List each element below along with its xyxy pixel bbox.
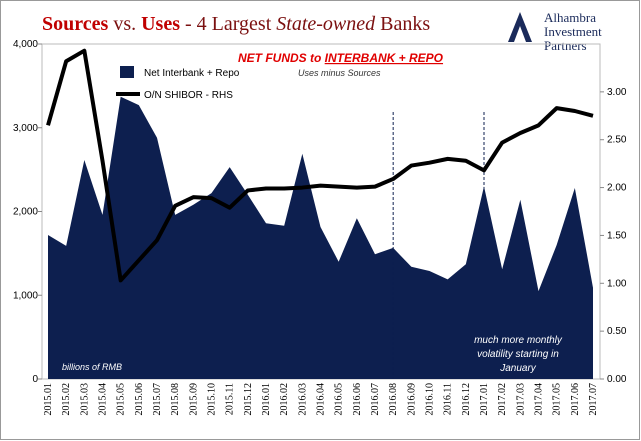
x-tick-label: 2016.09	[406, 383, 417, 416]
y2-tick-label: 0.00	[607, 374, 627, 385]
legend-label: O/N SHIBOR - RHS	[144, 90, 233, 101]
x-tick-label: 2015.05	[116, 383, 127, 416]
x-tick-label: 2017.04	[534, 383, 545, 416]
x-tick-label: 2016.02	[279, 383, 290, 416]
title-part: Uses	[141, 13, 180, 35]
x-tick-label: 2017.06	[570, 383, 581, 416]
x-tick-label: 2016.12	[461, 383, 472, 416]
logo-mark	[508, 12, 532, 42]
title-part: Sources	[42, 13, 109, 35]
y2-tick-label: 3.00	[607, 87, 627, 98]
y2-tick-label: 1.50	[607, 230, 627, 241]
x-tick-label: 2017.01	[479, 383, 490, 416]
x-tick-label: 2016.03	[297, 383, 308, 416]
line	[46, 48, 594, 283]
y2-tick-label: 2.00	[607, 183, 627, 194]
annotation-heading: NET FUNDS to INTERBANK + REPO	[238, 51, 444, 65]
y2-tick-label: 2.50	[607, 135, 627, 146]
logo-text: Partners	[544, 38, 587, 53]
x-tick-label: 2016.08	[388, 383, 399, 416]
x-tick-label: 2017.02	[497, 383, 508, 416]
y-tick-label: 4,000	[13, 39, 38, 50]
annotation-units: billions of RMB	[62, 362, 122, 372]
x-tick-label: 2017.03	[515, 383, 526, 416]
x-tick-label: 2015.11	[225, 383, 236, 415]
x-tick-label: 2016.04	[316, 383, 327, 416]
chart-title: Sources vs. Uses - 4 Largest State-owned…	[42, 13, 430, 35]
note-line: much more monthly	[474, 335, 563, 346]
x-tick-label: 2016.01	[261, 383, 272, 416]
y2-tick-label: 1.00	[607, 278, 627, 289]
x-tick-label: 2017.07	[588, 383, 599, 416]
title-part: - 4 Largest	[180, 13, 276, 35]
title-part: vs.	[108, 13, 141, 35]
x-tick-label: 2015.03	[79, 383, 90, 416]
x-tick-label: 2015.07	[152, 383, 163, 416]
x-tick-label: 2015.08	[170, 383, 181, 416]
annotation-subheading: Uses minus Sources	[298, 68, 381, 78]
legend-label: Net Interbank + Repo	[144, 68, 240, 79]
y-tick-label: 3,000	[13, 123, 38, 134]
annotation-note: much more monthly volatility starting in…	[474, 335, 563, 374]
x-tick-label: 2016.11	[443, 383, 454, 415]
heading-part: INTERBANK + REPO	[325, 51, 444, 65]
logo-text: Alhambra	[544, 10, 596, 25]
note-line: January	[499, 363, 537, 374]
y-tick-label: 1,000	[13, 290, 38, 301]
heading-part: NET FUNDS to	[238, 51, 325, 65]
note-line: volatility starting in	[477, 349, 559, 360]
x-tick-label: 2016.05	[334, 383, 345, 416]
area	[48, 96, 593, 379]
y-tick-label: 0	[32, 374, 38, 385]
x-tick-label: 2016.06	[352, 383, 363, 416]
title-part: Banks	[375, 13, 430, 35]
logo-text: Investment	[544, 24, 602, 39]
x-tick-label: 2015.10	[207, 383, 218, 416]
logo: Alhambra Investment Partners	[508, 10, 602, 53]
x-tick-label: 2015.01	[43, 383, 54, 416]
x-tick-label: 2015.09	[188, 383, 199, 416]
x-tick-label: 2015.02	[61, 383, 72, 416]
x-tick-label: 2015.12	[243, 383, 254, 416]
x-tick-label: 2015.06	[134, 383, 145, 416]
x-tick-label: 2017.05	[552, 383, 563, 416]
y-tick-label: 2,000	[13, 207, 38, 218]
x-tick-label: 2016.10	[425, 383, 436, 416]
x-tick-label: 2016.07	[370, 383, 381, 416]
y2-tick-label: 0.50	[607, 326, 627, 337]
title-part: State-owned	[276, 13, 376, 35]
legend-swatch	[120, 66, 134, 78]
x-tick-label: 2015.04	[98, 383, 109, 416]
